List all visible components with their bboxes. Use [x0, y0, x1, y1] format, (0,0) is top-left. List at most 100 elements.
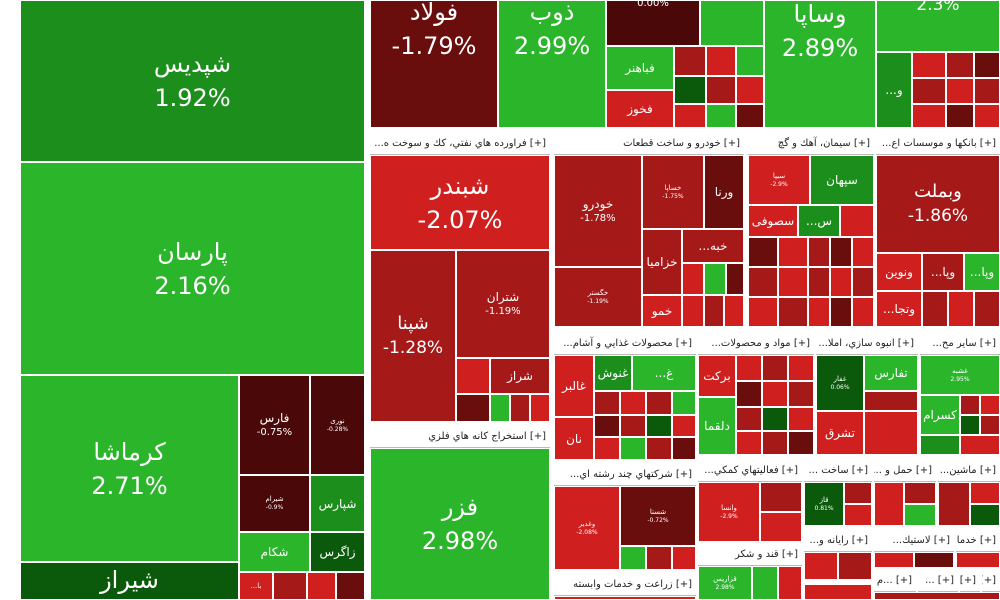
tile-small[interactable]	[904, 504, 936, 526]
tile-khazamia[interactable]: خزامیا	[642, 229, 682, 295]
group-header-sakht[interactable]: [+] ساخت ...	[804, 462, 872, 482]
tile-parsan[interactable]: پارسان 2.16%	[20, 162, 365, 375]
tile-small[interactable]	[914, 552, 954, 568]
tile-tefars[interactable]: تفارس	[864, 355, 918, 391]
tile-small[interactable]	[852, 297, 874, 327]
tile-small[interactable]	[646, 437, 672, 460]
tile-small[interactable]	[646, 415, 672, 437]
tile-small[interactable]	[920, 435, 960, 455]
tile-small[interactable]	[456, 394, 490, 422]
tile-small[interactable]	[830, 297, 852, 327]
tile-kermasha[interactable]: کرماشا 2.71%	[20, 375, 239, 562]
tile-small[interactable]	[682, 295, 704, 327]
tile-small[interactable]	[682, 263, 704, 295]
tile-small[interactable]	[490, 394, 510, 422]
tile-kasram[interactable]: کسرام	[920, 395, 960, 435]
tile-ghazaris[interactable]: قزاریس 2.98%	[698, 566, 752, 600]
group-header-saier[interactable]: [+] ساير مح...	[920, 335, 1000, 355]
tile-small[interactable]	[922, 291, 948, 327]
tile-shetran[interactable]: شتران -1.19%	[456, 250, 550, 358]
tile-small[interactable]	[594, 415, 620, 437]
tile-small[interactable]	[620, 437, 646, 460]
tile-small[interactable]	[620, 546, 646, 570]
tile-small[interactable]	[864, 411, 918, 455]
tile-o-partial[interactable]: ...و	[876, 52, 912, 128]
tile-small[interactable]	[912, 52, 946, 78]
tile-zagros[interactable]: زاگرس	[310, 532, 365, 572]
tile-ghadir[interactable]: غفار 0.06%	[816, 355, 864, 411]
tile-small[interactable]	[974, 78, 1000, 104]
tile-small[interactable]	[904, 482, 936, 504]
group-header-estekhraj[interactable]: [+] استخراج كانه هاي فلزي	[370, 428, 550, 448]
tile-small[interactable]	[778, 297, 808, 327]
tile-small[interactable]	[674, 76, 706, 104]
tile-small[interactable]	[844, 482, 872, 504]
tile-small[interactable]	[762, 381, 788, 407]
tile-sofi[interactable]: سصوفی	[748, 205, 798, 237]
tile-small[interactable]	[674, 46, 706, 76]
tile-ghalbar[interactable]: غالبر	[554, 355, 594, 417]
tile-small[interactable]	[706, 104, 736, 128]
tile-small[interactable]	[672, 415, 696, 437]
tile-small[interactable]	[808, 267, 830, 297]
tile-small[interactable]	[960, 435, 1000, 455]
tile-tesharq[interactable]: تشرق	[816, 411, 864, 455]
tile-small[interactable]	[852, 237, 874, 267]
tile-shepna[interactable]: شپنا -1.28%	[370, 250, 456, 422]
tile-small[interactable]	[974, 291, 1000, 327]
tile-khabah[interactable]: ...خبه	[682, 229, 744, 263]
tile-small[interactable]	[736, 46, 764, 76]
tile-small[interactable]	[778, 237, 808, 267]
tile-sipa[interactable]: سیپا -2.9%	[748, 155, 810, 205]
tile-khamo[interactable]: خمو	[642, 295, 682, 327]
tile-sheraz-label[interactable]: شراز	[490, 358, 550, 394]
tile-vansa[interactable]: وانسا -2.9%	[698, 482, 760, 542]
tile-ghazar[interactable]: قاز 0.81%	[804, 482, 844, 526]
tile-sheraz[interactable]	[456, 358, 490, 394]
tile-small[interactable]	[530, 394, 550, 422]
group-header-khodro[interactable]: [+] خودرو و ساخت قطعات	[554, 135, 744, 155]
tile-small[interactable]	[748, 267, 778, 297]
tile-vanovin[interactable]: ونوین	[876, 253, 922, 291]
tile-small[interactable]	[736, 76, 764, 104]
tile-small[interactable]	[946, 104, 974, 128]
tile-shasta[interactable]: شستا -0.72%	[620, 486, 696, 546]
group-header-siman[interactable]: [+] سيمان، آهك و گچ	[748, 135, 874, 155]
group-header-plus1[interactable]: [+] ...م	[874, 572, 916, 592]
tile-small[interactable]	[646, 391, 672, 415]
tile-small[interactable]	[554, 596, 696, 600]
tile-small[interactable]	[874, 592, 1000, 600]
tile-small[interactable]	[948, 291, 974, 327]
tile-small[interactable]	[748, 237, 778, 267]
tile-shekam[interactable]: شکام	[239, 532, 310, 572]
tile-small[interactable]	[700, 0, 764, 46]
tile-small[interactable]	[946, 78, 974, 104]
group-header-chand[interactable]: [+] شركتهاي چند رشته اي...	[554, 466, 696, 486]
tile-small[interactable]	[830, 237, 852, 267]
tile-small[interactable]	[760, 482, 802, 512]
tile-ba-partial[interactable]: ...با	[239, 572, 273, 600]
group-header-banks[interactable]: [+] بانكها و موسسات اع...	[876, 135, 1000, 155]
tile-nouri[interactable]: نوری -0.28%	[310, 375, 365, 475]
tile-small[interactable]	[736, 104, 764, 128]
tile-small[interactable]	[760, 512, 802, 542]
tile-small[interactable]	[336, 572, 365, 600]
tile-small[interactable]	[970, 504, 1000, 526]
tile-vrena[interactable]: ورنا	[704, 155, 744, 229]
tile-dalghama[interactable]: دلقما	[698, 397, 736, 455]
tile-small[interactable]	[778, 566, 802, 600]
tile-fazar[interactable]: فزر 2.98%	[370, 448, 550, 600]
tile-small[interactable]	[704, 295, 724, 327]
tile-small[interactable]	[938, 482, 970, 526]
tile-small[interactable]	[594, 391, 620, 415]
tile-small[interactable]	[864, 391, 918, 411]
tile-small[interactable]	[788, 355, 814, 381]
tile-nan[interactable]: نان	[554, 417, 594, 460]
tile-vpa2[interactable]: ...وپا	[964, 253, 1000, 291]
tile-small[interactable]	[980, 395, 1000, 415]
tile-small[interactable]	[736, 381, 762, 407]
group-header-faaliat[interactable]: [+] فعاليتهاي كمكي...	[698, 462, 802, 482]
tile-small[interactable]	[704, 263, 726, 295]
group-header-mavad[interactable]: [+] مواد و محصولات...	[698, 335, 814, 355]
group-header-mashin[interactable]: [+] ماشين...	[938, 462, 1000, 482]
